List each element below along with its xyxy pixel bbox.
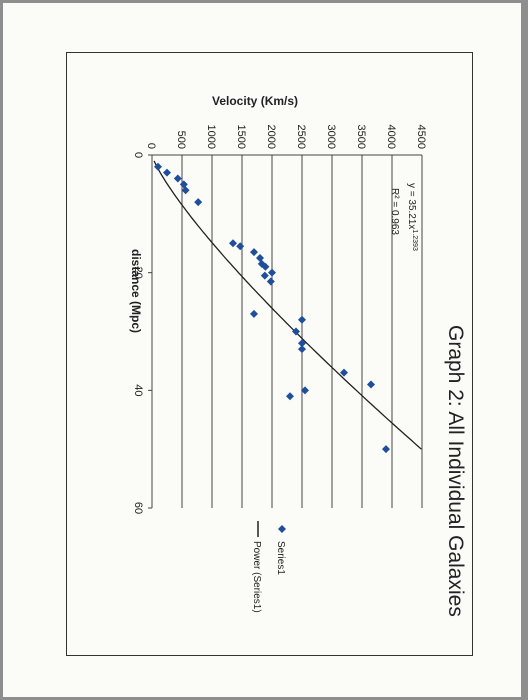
data-point-4 — [181, 186, 190, 195]
legend-series1-label: Series1 — [275, 541, 286, 575]
trendline-group — [153, 160, 422, 450]
data-point-0 — [154, 162, 162, 171]
x-tick-label-40: 40 — [132, 384, 144, 396]
data-point-11 — [261, 262, 270, 271]
data-point-10 — [257, 259, 266, 268]
y-axis-label: Velocity (Km/s) — [212, 94, 298, 108]
legend: Series1 Power (Series1) — [251, 521, 286, 613]
x-axis-label: distance (Mpc) — [129, 249, 143, 333]
data-point-19 — [298, 345, 306, 354]
data-point-5 — [194, 198, 203, 207]
y-tick-label-4000: 4000 — [385, 125, 397, 149]
y-tick-label-3500: 3500 — [355, 125, 367, 149]
data-point-9 — [256, 253, 264, 262]
x-tick-label-0: 0 — [132, 152, 144, 158]
legend-power-label: Power (Series1) — [251, 541, 262, 613]
y-tick-label-1500: 1500 — [235, 125, 247, 149]
tick-labels: 0 500 1000 1500 2000 2500 3000 3500 4000 4500 0 20 4… — [132, 125, 427, 515]
chart-rotated-group: 0 500 1000 1500 2000 2500 3000 3500 4000 4500 0 20 4… — [129, 94, 467, 617]
data-point-3 — [179, 180, 188, 189]
data-point-6 — [229, 239, 237, 248]
data-point-17 — [292, 327, 300, 336]
data-point-12 — [268, 268, 276, 277]
data-point-23 — [286, 392, 294, 401]
legend-series1-marker — [278, 525, 286, 533]
paper-sheet — [3, 3, 521, 697]
x-tick-label-20: 20 — [132, 267, 144, 279]
grid-lines — [181, 155, 423, 508]
data-point-15 — [250, 309, 258, 318]
y-tick-label-2500: 2500 — [295, 125, 307, 149]
y-tick-label-4500: 4500 — [415, 125, 427, 149]
y-tick-label-500: 500 — [175, 131, 187, 149]
y-tick-label-3000: 3000 — [325, 125, 337, 149]
x-tick-label-60: 60 — [132, 502, 144, 514]
equation-exponent: 1.2393 — [411, 229, 418, 251]
y-tick-label-1000: 1000 — [205, 125, 217, 149]
r-squared-label: R² = 0.963 — [389, 188, 400, 235]
data-point-8 — [250, 248, 258, 257]
data-point-14 — [266, 277, 275, 286]
chart-title: Graph 2: All Individual Galaxies — [444, 325, 467, 617]
y-tick-label-2000: 2000 — [265, 125, 277, 149]
trendline-power-series1 — [153, 160, 422, 450]
data-point-2 — [173, 174, 182, 183]
data-point-1 — [163, 168, 171, 177]
data-point-13 — [260, 271, 269, 280]
y-tick-label-0: 0 — [145, 143, 157, 149]
data-point-18 — [298, 339, 306, 348]
chart-frame — [66, 52, 473, 656]
data-point-20 — [340, 368, 348, 377]
data-point-24 — [382, 445, 390, 454]
data-point-7 — [236, 242, 245, 251]
data-point-21 — [367, 380, 375, 389]
data-point-16 — [298, 315, 306, 324]
axes — [148, 154, 422, 509]
data-point-22 — [301, 386, 309, 395]
trendline-equation: y = 35.21x1.2393 — [406, 183, 418, 251]
